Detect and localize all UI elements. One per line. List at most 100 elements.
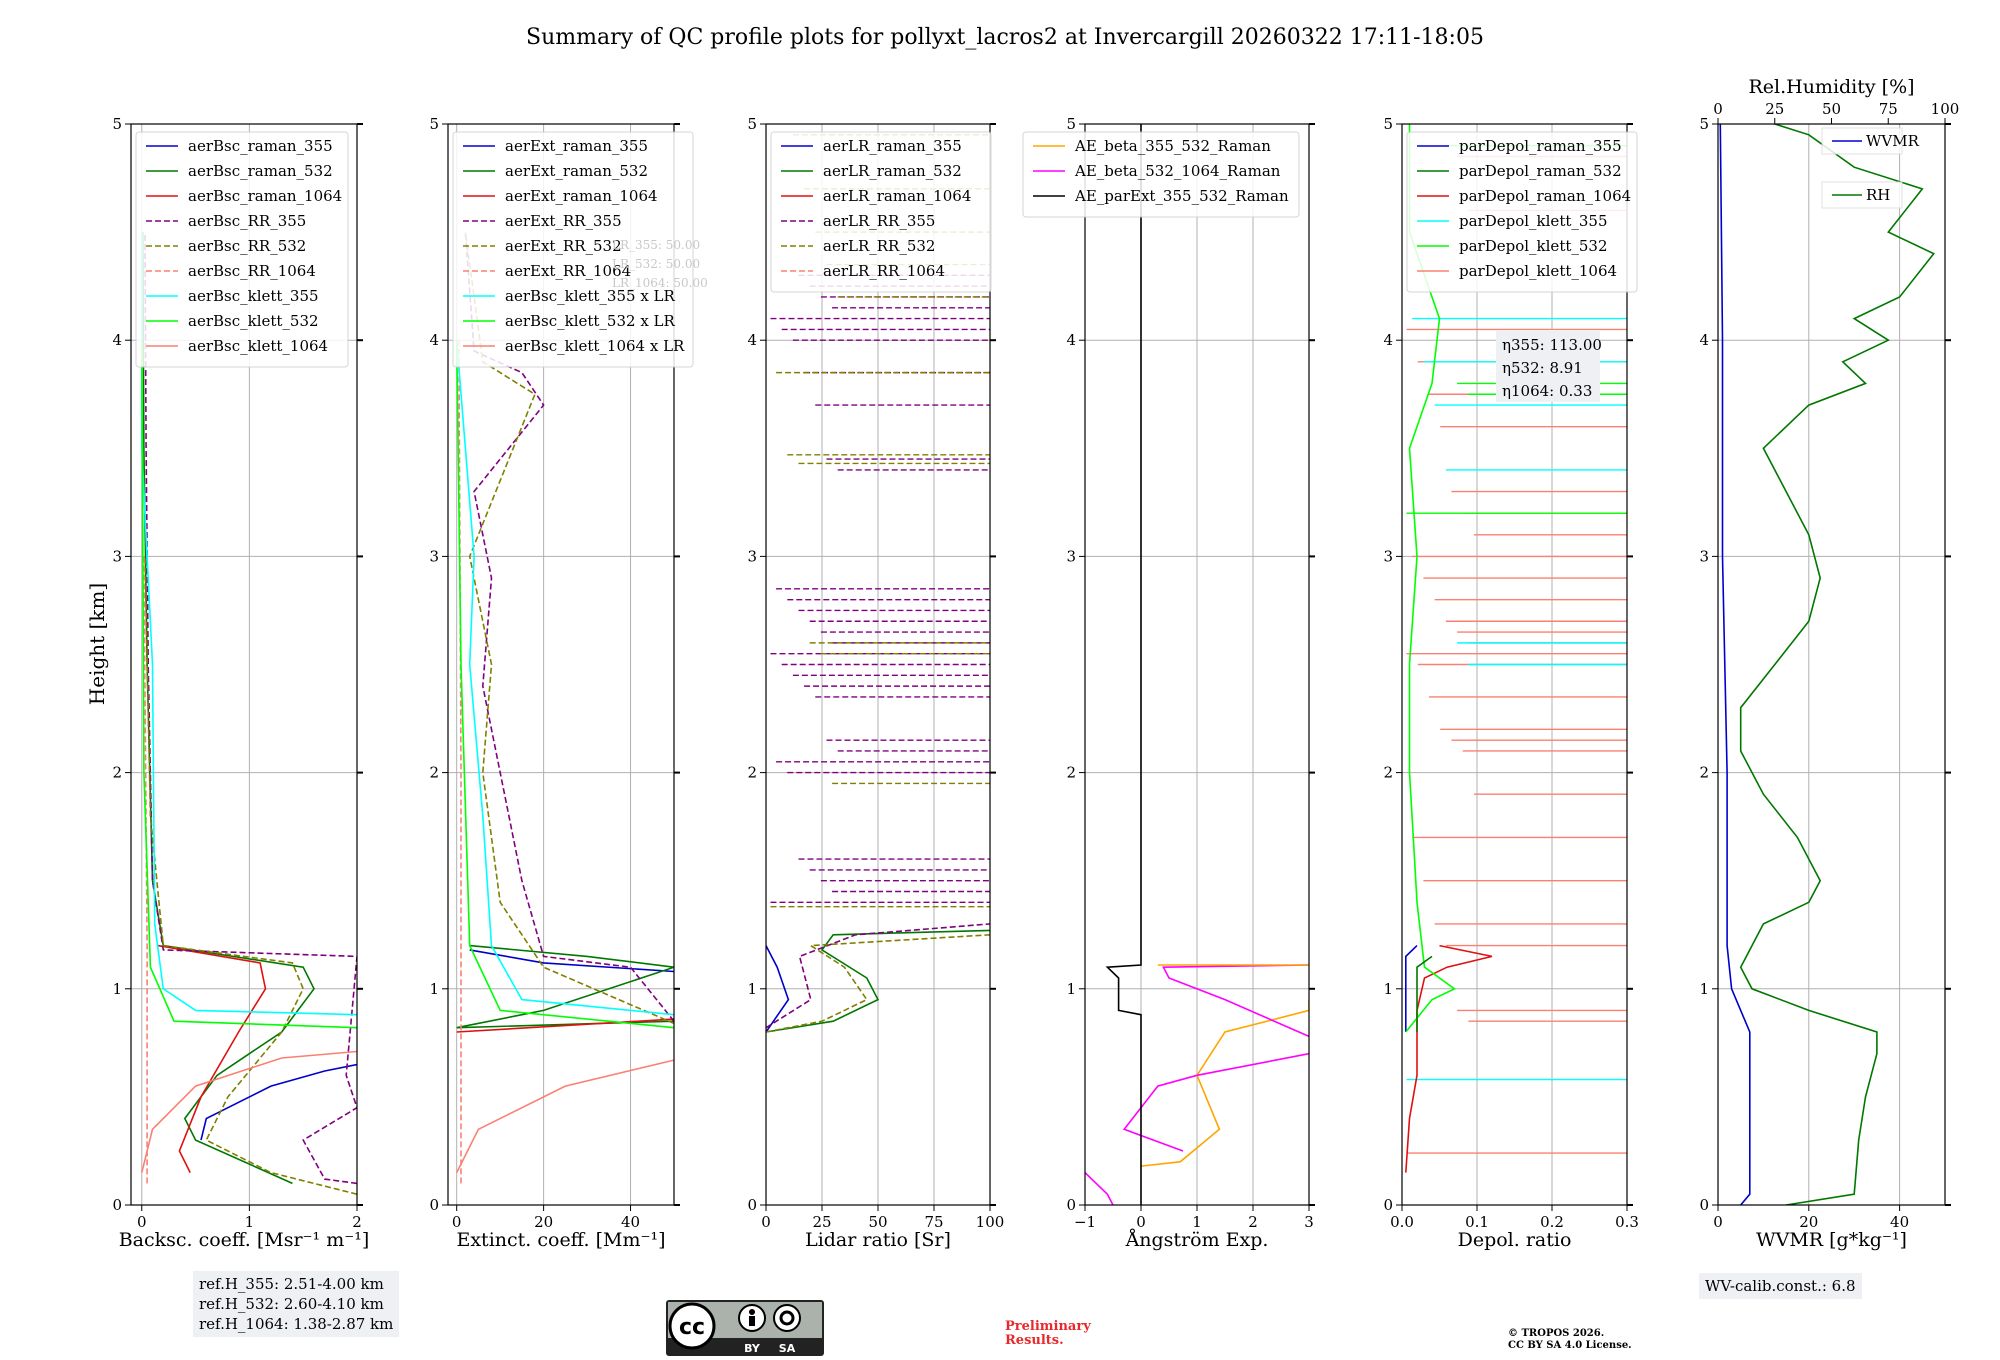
series-line-aerext-raman-532 <box>456 944 674 1029</box>
series-line-aerlr-rr-532 <box>766 934 990 1033</box>
x-tick-label: 2 <box>352 1213 362 1231</box>
y-tick-label: 0 <box>1066 1196 1076 1214</box>
y-tick-label: 3 <box>429 547 439 565</box>
legend-label: aerLR_RR_355 <box>823 212 935 230</box>
legend-label: WVMR <box>1866 132 1920 150</box>
axes-frame <box>1717 123 1946 1206</box>
x-tick-label: −1 <box>1074 1213 1096 1231</box>
y-tick-label: 0 <box>429 1196 439 1214</box>
legend-label: aerExt_RR_1064 <box>505 262 631 280</box>
x-tick-label: 100 <box>976 1213 1005 1231</box>
top-x-tick-label: 100 <box>1931 100 1960 118</box>
copyright-note: © TROPOS 2026. CC BY SA 4.0 License. <box>1508 1328 1632 1352</box>
x-tick-label: 0 <box>452 1213 462 1231</box>
x-tick-label: 2 <box>1248 1213 1258 1231</box>
legend-box <box>770 131 992 293</box>
series-line-pardepol-raman-1064 <box>1405 944 1493 1173</box>
legend-label: aerExt_raman_355 <box>505 137 648 155</box>
y-tick-label: 4 <box>1383 331 1393 349</box>
legend-label: parDepol_raman_1064 <box>1459 187 1631 205</box>
ref-h-1064: ref.H_1064: 1.38-2.87 km <box>199 1315 394 1333</box>
top-x-tick-label: 75 <box>1879 100 1898 118</box>
y-tick-label: 4 <box>112 331 122 349</box>
y-tick-label: 0 <box>1699 1196 1709 1214</box>
series-line-aerbsc-klett-1064-x-lr <box>455 1059 674 1173</box>
y-tick-label: 1 <box>1699 980 1709 998</box>
y-tick-label: 1 <box>747 980 757 998</box>
y-tick-label: 2 <box>112 764 122 782</box>
y-tick-label: 2 <box>747 764 757 782</box>
wv-calib-text: WV-calib.const.: 6.8 <box>1705 1277 1856 1295</box>
legend-box <box>1022 131 1300 218</box>
figure-title: Summary of QC profile plots for pollyxt_… <box>526 25 1484 50</box>
y-tick-label: 1 <box>1066 980 1076 998</box>
preliminary-line2: Results. <box>1005 1333 1064 1348</box>
series-line-aerbsc-rr-355 <box>144 232 357 1185</box>
legend-label: aerBsc_raman_532 <box>188 162 333 180</box>
series-line-aerbsc-klett-1064 <box>141 1050 357 1173</box>
top-axis-label: Rel.Humidity [%] <box>1748 76 1914 98</box>
legend-label: aerExt_raman_532 <box>505 162 648 180</box>
y-tick-label: 5 <box>1383 115 1393 133</box>
panel-lr: 0 25 50 75 100 0 1 2 3 4 5 Lidar ratio [Sr] aerLR_ra… <box>747 115 1004 1251</box>
plot-area <box>1085 124 1309 1205</box>
y-tick-label: 2 <box>1066 764 1076 782</box>
legend-label: aerLR_RR_532 <box>823 237 935 255</box>
x-axis-label: WVMR [g*kg⁻¹] <box>1756 1229 1907 1251</box>
legend-label: parDepol_klett_532 <box>1459 237 1608 255</box>
series-line-aerlr-raman-355 <box>766 945 790 1033</box>
legend-label: aerExt_RR_355 <box>505 212 622 230</box>
series-line-ae-beta-532-1064-raman <box>1122 1052 1309 1152</box>
x-axis-label: Extinct. coeff. [Mm⁻¹] <box>456 1229 665 1251</box>
series-line-aerbsc-klett-532-x-lr <box>455 340 674 1029</box>
y-tick-label: 5 <box>112 115 122 133</box>
x-tick-label: 0 <box>761 1213 771 1231</box>
cc-sa-label: SA <box>779 1342 796 1355</box>
y-tick-label: 2 <box>429 764 439 782</box>
legend-label: parDepol_klett_355 <box>1459 212 1608 230</box>
y-tick-label: 1 <box>1383 980 1393 998</box>
series-line-rh <box>1739 124 1935 1205</box>
legend-label: aerBsc_klett_355 <box>188 287 319 305</box>
y-tick-label: 5 <box>1066 115 1076 133</box>
cc-license-logo: cc BY SA <box>666 1300 824 1356</box>
series-line-pardepol-raman-355 <box>1405 945 1418 1032</box>
eta-label: η1064: 0.33 <box>1502 382 1592 400</box>
panel-bsc: 0 1 2 0 1 2 3 4 5 Backsc. coeff. [Msr⁻¹ m⁻¹] aerBs… <box>112 115 369 1251</box>
legend-label: aerExt_RR_532 <box>505 237 622 255</box>
y-tick-label: 3 <box>112 547 122 565</box>
eta-box <box>1496 330 1600 402</box>
y-tick-label: 3 <box>1699 547 1709 565</box>
series-line-aerbsc-raman-532 <box>142 232 315 1185</box>
series-line-pardepol-raman-532 <box>1416 955 1433 1032</box>
legend-box <box>452 131 694 368</box>
legend-label: parDepol_raman_355 <box>1459 137 1622 155</box>
series-line-aerext-raman-355 <box>469 949 674 973</box>
x-axis-label: Depol. ratio <box>1458 1229 1572 1251</box>
legend-label: RH <box>1866 186 1890 204</box>
legend-label: aerLR_RR_1064 <box>823 262 945 280</box>
y-tick-label: 4 <box>1699 331 1709 349</box>
y-tick-label: 5 <box>1699 115 1709 133</box>
series-line-aerbsc-rr-532 <box>144 556 357 1195</box>
y-tick-label: 5 <box>747 115 757 133</box>
y-tick-label: 3 <box>1066 547 1076 565</box>
series-line-ae-beta-532-1064-raman-c <box>1085 1172 1114 1205</box>
copyright-line2: CC BY SA 4.0 License. <box>1508 1340 1632 1351</box>
y-tick-label: 0 <box>747 1196 757 1214</box>
x-tick-label: 0.0 <box>1390 1213 1414 1231</box>
legend-label: aerBsc_klett_1064 x LR <box>505 337 685 355</box>
plot-area <box>141 232 357 1195</box>
x-tick-label: 0.2 <box>1540 1213 1564 1231</box>
copyright-line1: © TROPOS 2026. <box>1508 1328 1605 1339</box>
y-tick-label: 2 <box>1699 764 1709 782</box>
legend-label: parDepol_klett_1064 <box>1459 262 1617 280</box>
legend-label: aerBsc_RR_532 <box>188 237 306 255</box>
y-tick-label: 0 <box>1383 1196 1393 1214</box>
series-line-aerlr-raman-532 <box>766 929 990 1033</box>
series-line-aerbsc-klett-532 <box>141 340 357 1029</box>
x-tick-label: 50 <box>868 1213 887 1231</box>
series-line-aerbsc-rr-1064 <box>143 556 148 1184</box>
